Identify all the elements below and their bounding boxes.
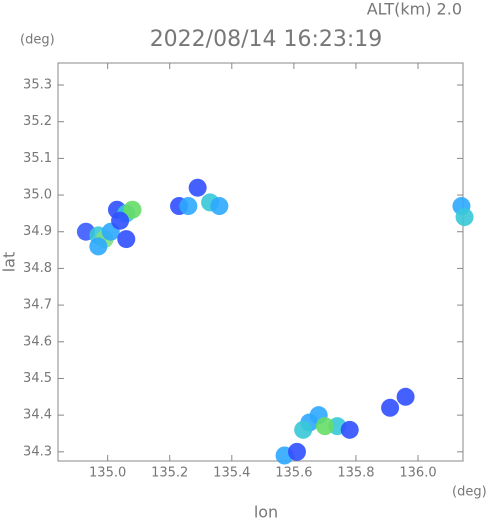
echo-point [381,398,400,417]
y-tick-label: 35.2 [23,114,52,129]
y-unit: (deg) [20,33,55,48]
echo-point [111,211,130,230]
x-unit: (deg) [452,485,487,500]
x-tick-label: 135.6 [275,466,312,481]
echo-point [188,178,207,197]
x-tick-label: 135.4 [213,466,250,481]
y-tick-label: 35.0 [23,188,52,203]
chart-title: 2022/08/14 16:23:19 [150,27,383,52]
y-tick-label: 34.9 [23,224,52,239]
y-axis-label: lat [0,252,19,273]
x-tick-label: 135.8 [337,466,374,481]
echo-point [315,417,334,436]
y-tick-label: 35.3 [23,78,52,93]
x-tick-label: 135.2 [151,466,188,481]
echo-point [123,200,142,219]
y-tick-label: 34.6 [23,334,52,349]
y-tick-label: 35.1 [23,151,52,166]
echo-point [340,420,359,439]
echo-point [117,230,136,249]
echo-point [294,420,313,439]
y-tick-label: 34.5 [23,371,52,386]
x-tick-label: 135.0 [89,466,126,481]
y-tick-label: 34.4 [23,408,52,423]
y-tick-label: 34.8 [23,261,52,276]
echo-point [455,208,474,227]
echo-point [396,387,415,406]
x-tick-label: 136.0 [399,466,436,481]
plot-frame [57,62,464,462]
y-tick-label: 34.3 [23,444,52,459]
chart-subtitle: ALT(km) 2.0 [367,0,462,19]
echo-point [210,197,229,216]
echo-point [179,197,198,216]
y-tick-label: 34.7 [23,298,52,313]
x-axis-label: lon [254,503,278,521]
echo-point [89,237,108,256]
echo-point [287,442,306,461]
